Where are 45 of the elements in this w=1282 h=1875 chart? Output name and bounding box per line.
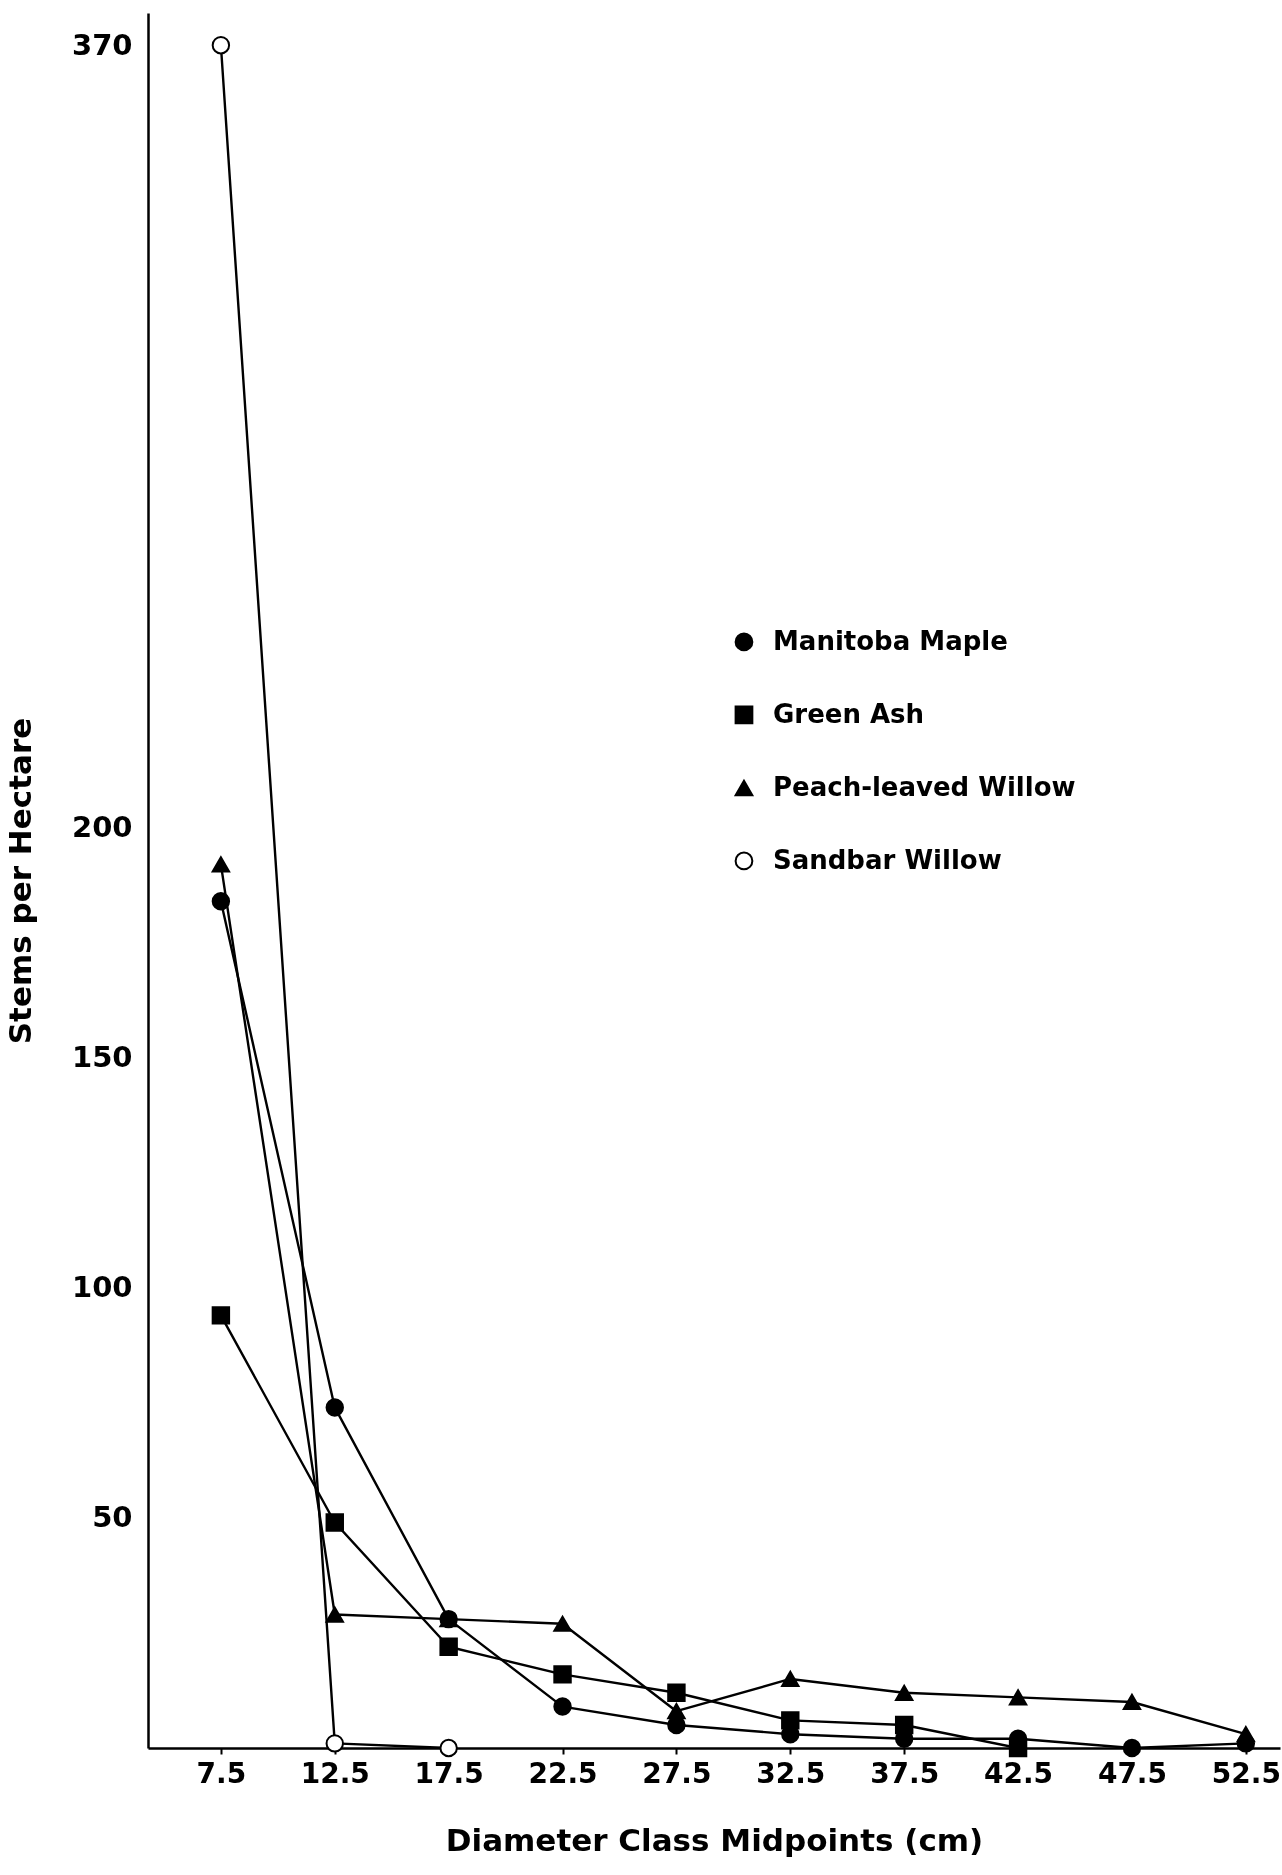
point [553, 1665, 572, 1684]
legend-label: Peach-leaved Willow [772, 771, 1076, 802]
point [894, 1684, 914, 1701]
point [325, 1513, 344, 1532]
y-tick-label: 370 [71, 27, 133, 62]
x-tick-label: 42.5 [984, 1756, 1054, 1790]
point [325, 1734, 344, 1753]
y-tick-label: 200 [71, 810, 133, 845]
x-tick-label: 22.5 [528, 1756, 598, 1790]
point [325, 1398, 344, 1417]
y-axis-title: Stems per Hectare [1, 717, 38, 1045]
point [1122, 1693, 1142, 1711]
point [553, 1615, 572, 1632]
point [211, 36, 231, 55]
point [211, 892, 231, 911]
point [667, 1683, 686, 1702]
point [1008, 1689, 1028, 1706]
point [211, 1306, 231, 1325]
x-tick-label: 52.5 [1211, 1756, 1281, 1790]
legend-label: Green Ash [772, 698, 925, 729]
legend-label: Manitoba Maple [772, 625, 1008, 656]
point [1236, 1726, 1256, 1743]
x-tick-label: 32.5 [756, 1756, 826, 1790]
point [439, 1637, 458, 1656]
x-axis-title: Diameter Class Midpoints (cm) [445, 1821, 984, 1858]
point [211, 856, 231, 873]
x-tick-label: 27.5 [642, 1756, 712, 1790]
y-tick-label: 150 [71, 1040, 133, 1075]
point [1008, 1738, 1028, 1758]
x-tick-label: 37.5 [870, 1756, 940, 1790]
x-tick-label: 7.5 [196, 1756, 247, 1790]
point [439, 1738, 458, 1758]
point [781, 1711, 800, 1730]
point [781, 1670, 800, 1688]
x-tick-label: 47.5 [1097, 1756, 1167, 1790]
x-tick-label: 17.5 [414, 1756, 484, 1790]
point [667, 1703, 686, 1720]
point [1122, 1738, 1142, 1758]
y-tick-label: 50 [92, 1500, 133, 1535]
point [325, 1606, 344, 1623]
legend-label: Sandbar Willow [772, 844, 1002, 875]
y-tick-label: 100 [71, 1270, 133, 1305]
x-tick-label: 12.5 [300, 1756, 370, 1790]
point [894, 1715, 914, 1735]
point [553, 1697, 572, 1716]
